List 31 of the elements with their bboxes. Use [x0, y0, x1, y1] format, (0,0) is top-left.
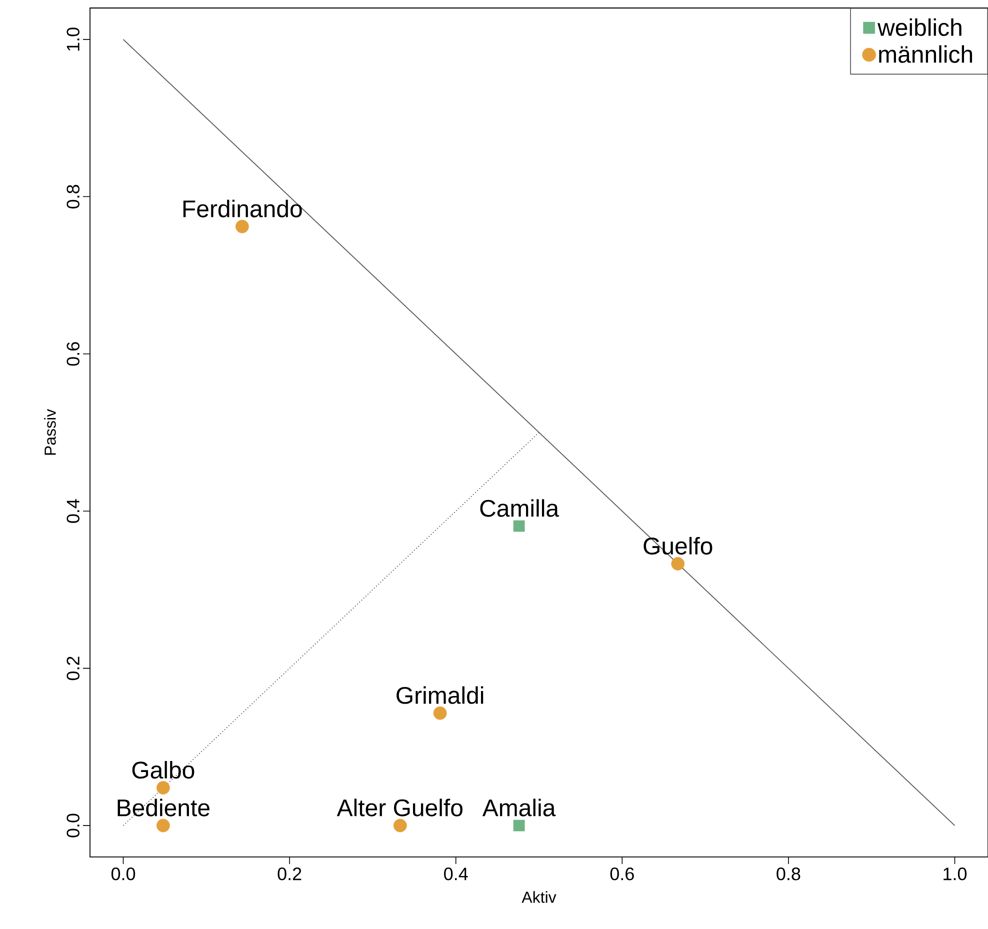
x-tick-label: 0.6	[610, 868, 634, 880]
y-axis-title: Passiv	[44, 408, 56, 455]
annotation: Ferdinando	[183, 200, 302, 218]
annotation: Galbo	[132, 760, 194, 779]
point	[393, 818, 407, 832]
legend-label: männlich	[879, 45, 972, 63]
point	[671, 557, 685, 570]
annotation: Alter Guelfo	[336, 798, 462, 816]
point	[156, 781, 170, 795]
point	[513, 820, 525, 832]
y-tick-label: 0.4	[66, 499, 80, 523]
x-tick-label: 1.0	[944, 868, 967, 880]
annotation: Amalia	[482, 798, 556, 816]
x-axis-title: Aktiv	[522, 891, 556, 903]
y-tick-label: 1.0	[66, 28, 80, 51]
annotation: Grimaldi	[396, 686, 484, 704]
point	[433, 706, 447, 720]
y-tick-label: 0.8	[66, 184, 80, 208]
legend-label: weiblich	[878, 18, 962, 36]
point	[513, 520, 525, 532]
point	[235, 220, 249, 234]
x-tick-label: 0.4	[444, 868, 468, 880]
x-tick-label: 0.8	[776, 868, 800, 880]
annotation: Camilla	[480, 499, 560, 517]
x-tick-label: 0.2	[278, 868, 302, 880]
y-tick-label: 0.0	[66, 814, 80, 838]
point	[156, 818, 170, 832]
annotation: Bediente	[118, 798, 210, 816]
y-tick-label: 0.2	[66, 656, 80, 680]
y-tick-label: 0.6	[66, 342, 80, 366]
x-tick-label: 0.0	[111, 868, 136, 880]
